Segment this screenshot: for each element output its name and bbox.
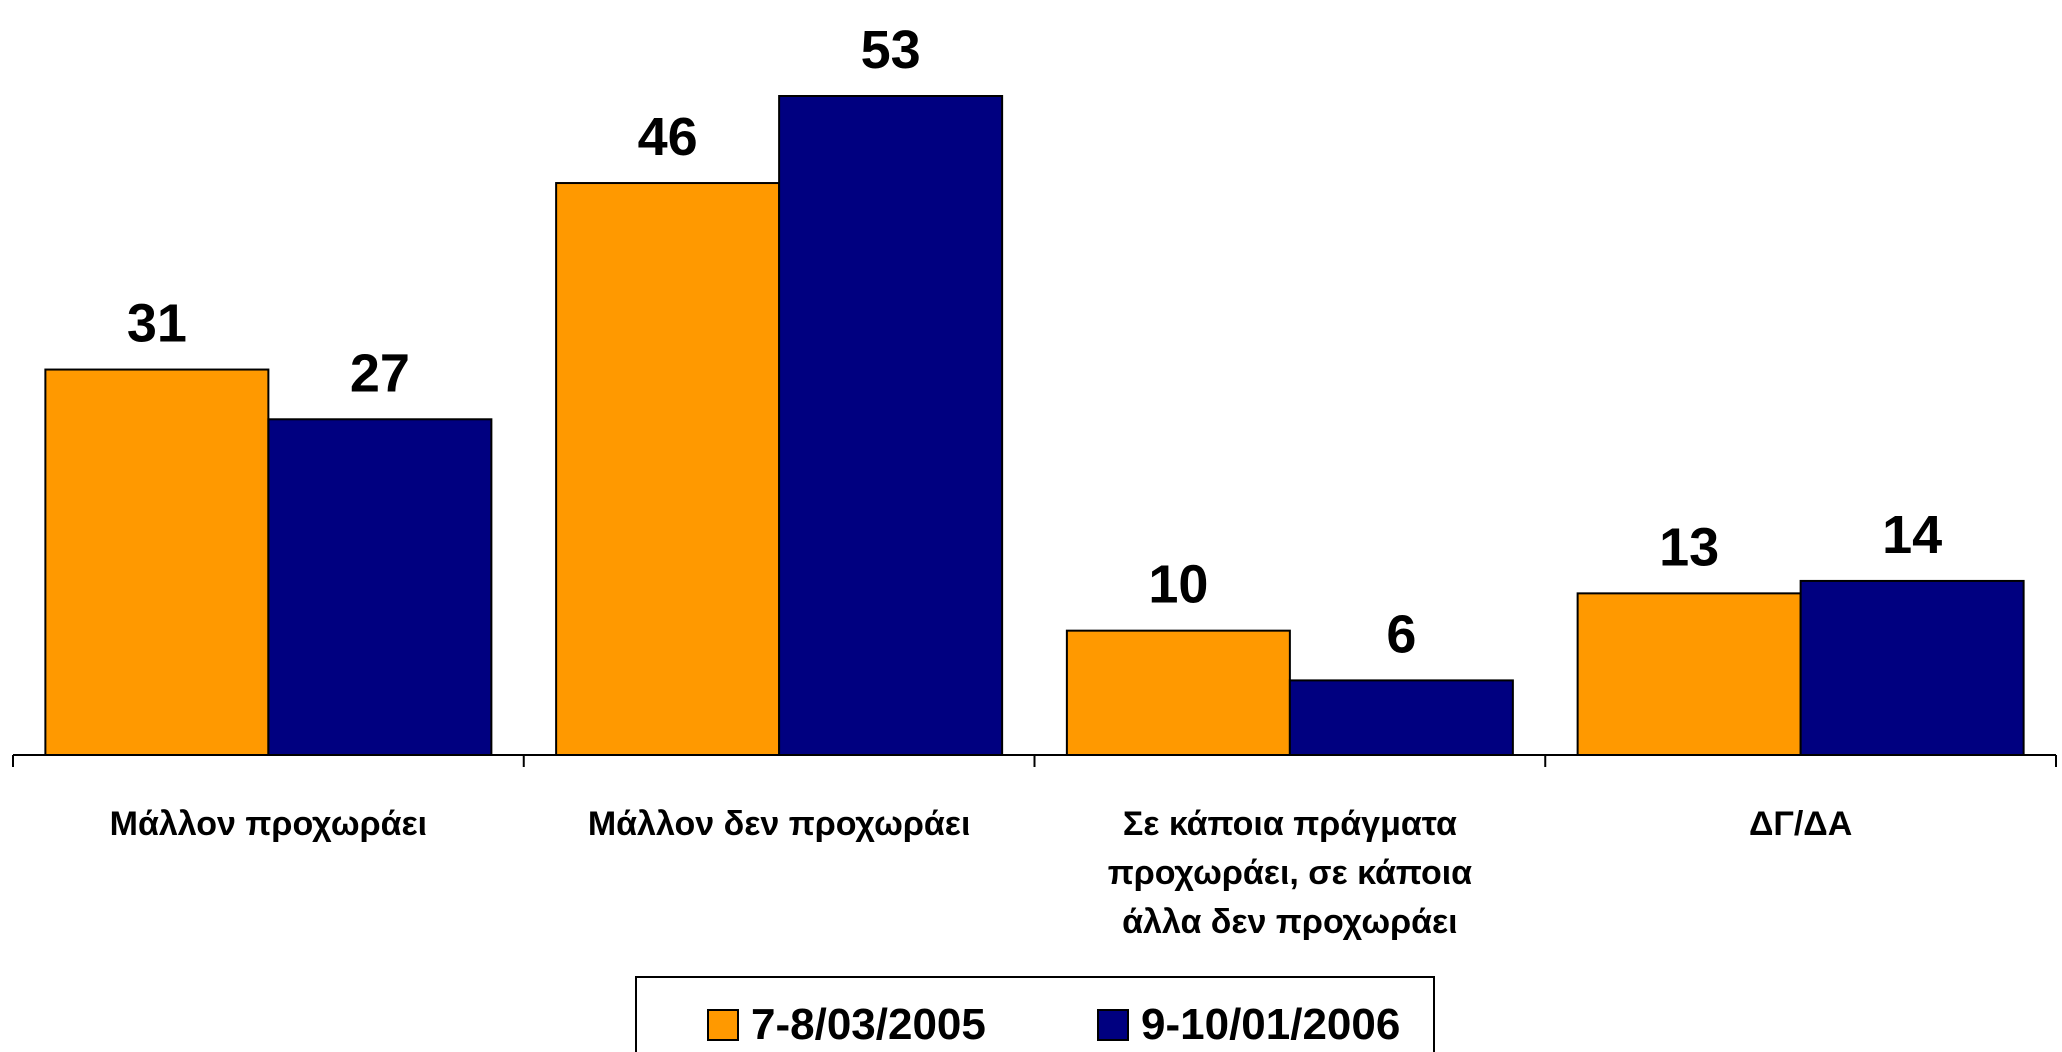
bar [1288, 679, 1514, 757]
legend-swatch [707, 1009, 739, 1041]
bar [1799, 579, 2025, 756]
legend-label: 7-8/03/2005 [751, 1000, 986, 1049]
data-label: 46 [638, 107, 698, 167]
bar [555, 182, 781, 757]
legend-item: 7-8/03/2005 [707, 1000, 986, 1050]
legend-label: 9-10/01/2006 [1141, 1000, 1401, 1049]
legend: 7-8/03/2005 9-10/01/2006 [635, 976, 1435, 1052]
bar [267, 418, 493, 756]
data-label: 27 [350, 343, 410, 403]
data-label: 13 [1659, 517, 1719, 577]
x-tick-label: Μάλλον δεν προχωράει [587, 805, 971, 843]
bar [1065, 629, 1291, 757]
bar [778, 95, 1004, 756]
legend-swatch [1097, 1009, 1129, 1041]
data-label: 10 [1148, 555, 1208, 615]
data-label: 53 [861, 20, 921, 80]
data-label: 6 [1386, 604, 1416, 664]
x-tick-label: Μάλλον προχωράει [109, 805, 428, 843]
data-label: 14 [1882, 505, 1942, 565]
bar [44, 368, 270, 756]
legend-item: 9-10/01/2006 [1097, 1000, 1400, 1050]
x-tick-label: ΔΓ/ΔΑ [1748, 805, 1853, 843]
bar [1576, 592, 1802, 757]
x-tick-label: Σε κάποια πράγματα προχωράει, σε κάποια … [1107, 805, 1473, 941]
data-label: 31 [127, 294, 187, 354]
